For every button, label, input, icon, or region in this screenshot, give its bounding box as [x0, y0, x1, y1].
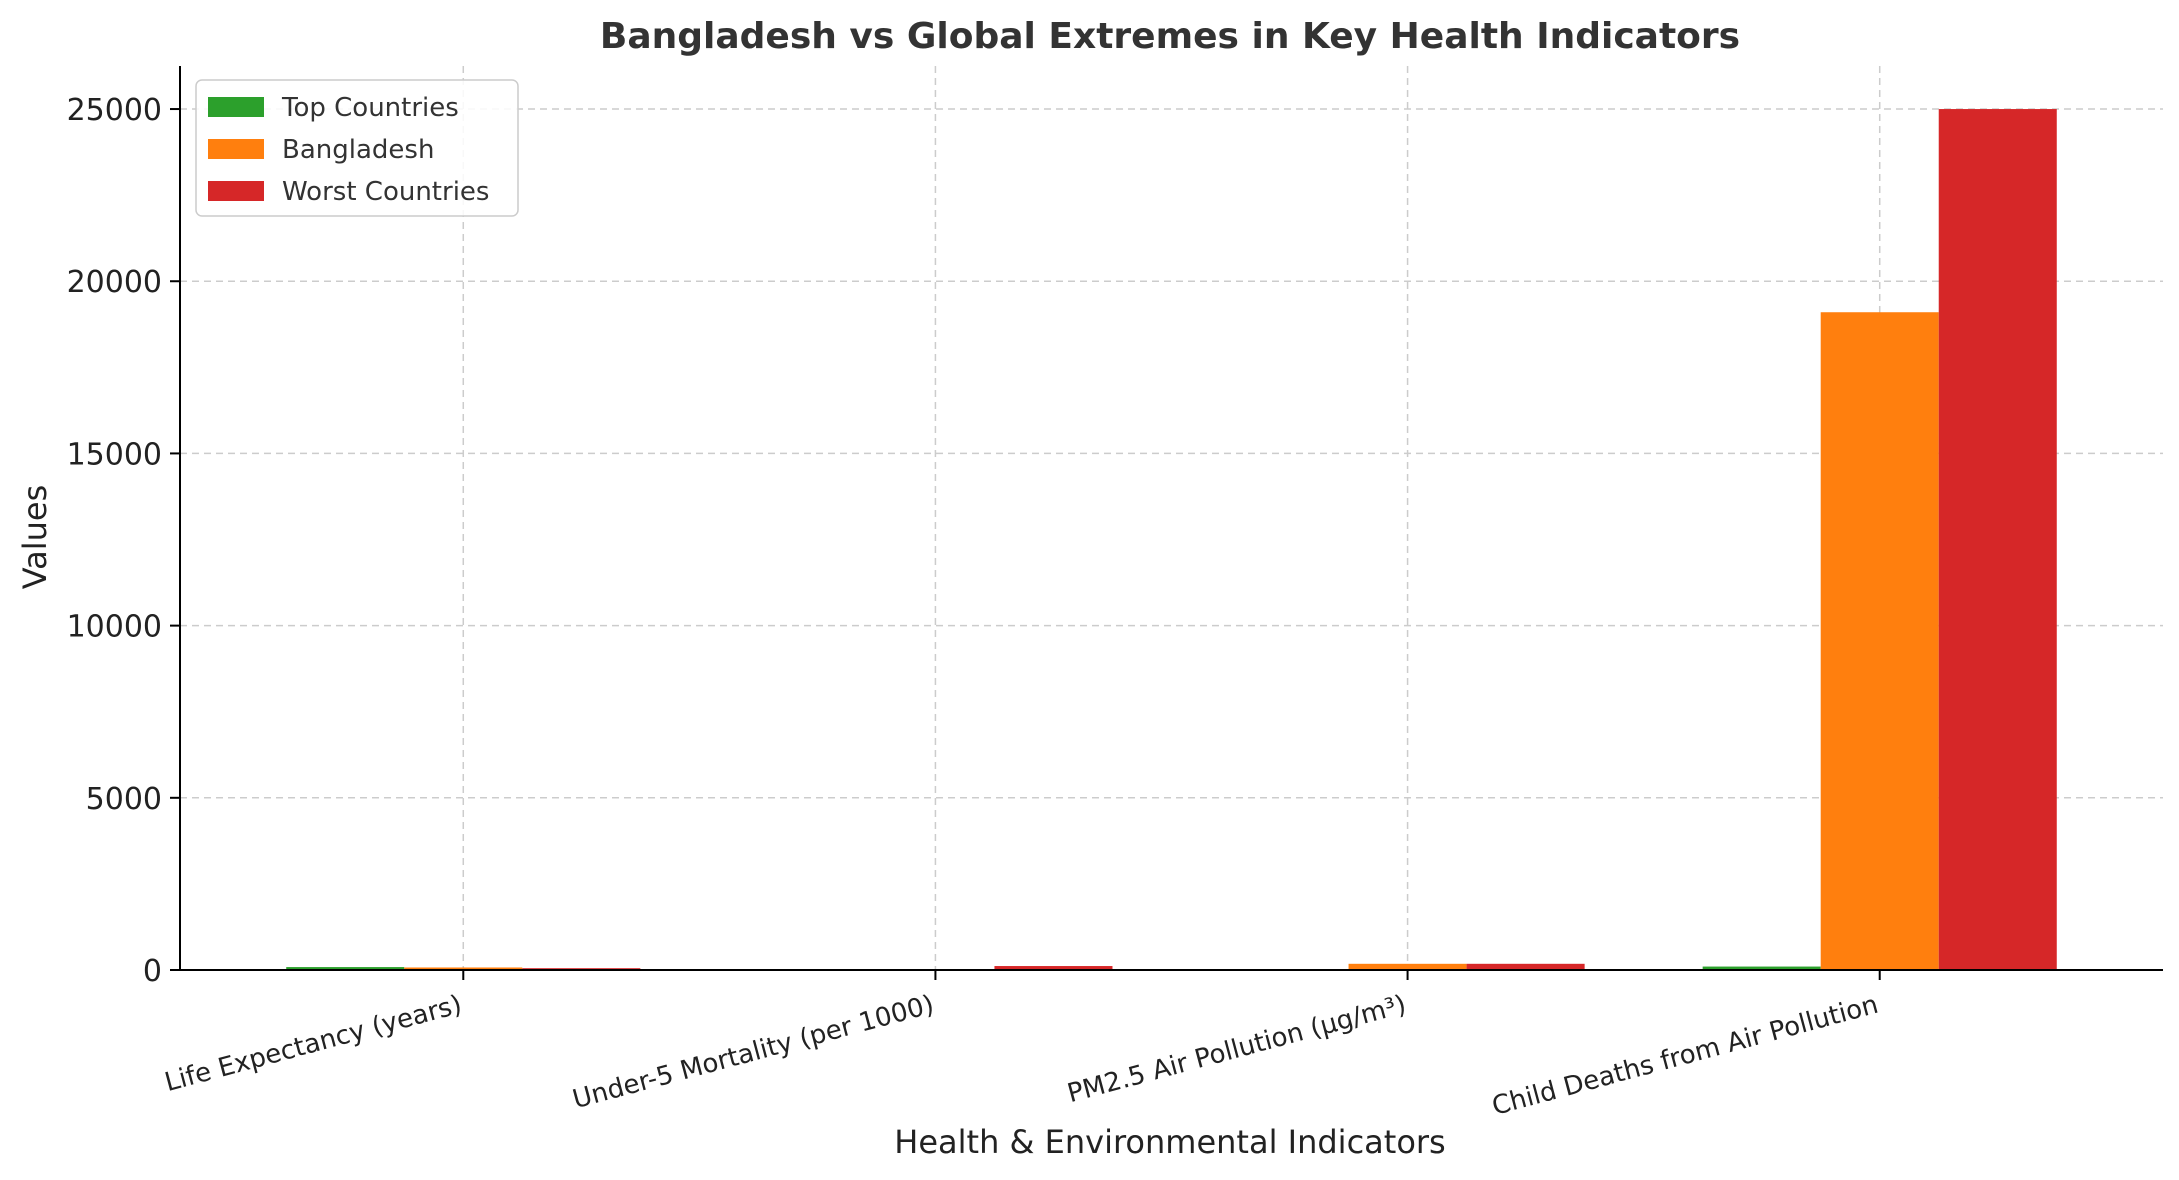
legend-label: Worst Countries — [282, 177, 489, 207]
y-tick-label: 20000 — [67, 265, 162, 300]
x-tick-label: Child Deaths from Air Pollution — [1489, 990, 1882, 1122]
legend-swatch — [208, 139, 264, 159]
bar-1-0 — [404, 967, 523, 970]
legend: Top Countries Bangladesh Worst Countries — [195, 79, 519, 217]
bar-2-2 — [1466, 963, 1585, 970]
legend-frame — [195, 79, 519, 217]
x-tick-label: Life Expectancy (years) — [162, 990, 465, 1098]
y-tick-label: 0 — [143, 954, 162, 989]
legend-label: Top Countries — [281, 93, 459, 123]
bars-layer — [286, 109, 2057, 971]
bar-0-3 — [1702, 966, 1821, 970]
y-tick-label: 25000 — [67, 93, 162, 128]
bar-1-2 — [1348, 963, 1467, 970]
x-axis-label: Health & Environmental Indicators — [894, 1123, 1445, 1161]
x-tick-label: PM2.5 Air Pollution (µg/m³) — [1064, 990, 1409, 1109]
legend-swatch — [208, 181, 264, 201]
y-tick-label: 15000 — [67, 437, 162, 472]
bar-0-0 — [286, 967, 405, 970]
y-tick-label: 10000 — [67, 610, 162, 645]
x-tick-label: Under-5 Mortality (per 1000) — [570, 990, 938, 1115]
bar-2-3 — [1938, 109, 2057, 971]
bar-2-1 — [994, 966, 1113, 970]
y-tick-label: 5000 — [86, 782, 162, 817]
legend-swatch — [208, 97, 264, 117]
chart-title: Bangladesh vs Global Extremes in Key Hea… — [600, 16, 1740, 57]
bar-1-3 — [1820, 312, 1939, 970]
axes-layer — [179, 66, 2163, 971]
legend-label: Bangladesh — [282, 135, 434, 165]
y-axis-label: Values — [16, 485, 54, 590]
